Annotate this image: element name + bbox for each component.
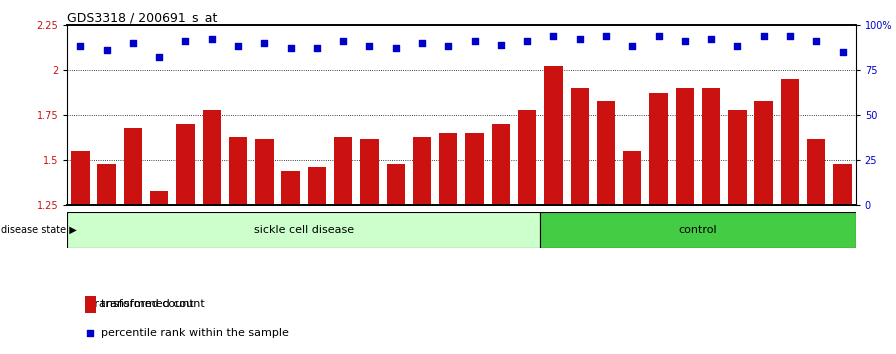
- Text: transformed count: transformed count: [101, 299, 205, 309]
- Point: [625, 44, 640, 49]
- Bar: [255, 138, 273, 354]
- Point: [730, 44, 745, 49]
- Point: [835, 49, 849, 55]
- Point: [389, 45, 403, 51]
- Text: control: control: [678, 225, 718, 235]
- Point: [441, 44, 455, 49]
- Point: [231, 44, 246, 49]
- Point: [415, 40, 429, 46]
- Bar: [540, 212, 856, 248]
- Bar: [518, 110, 537, 354]
- Point: [283, 45, 297, 51]
- Bar: [281, 171, 300, 354]
- Bar: [439, 133, 458, 354]
- Bar: [150, 191, 168, 354]
- Bar: [334, 137, 352, 354]
- Bar: [544, 66, 563, 354]
- Point: [204, 36, 219, 42]
- Bar: [360, 138, 379, 354]
- Bar: [780, 79, 799, 354]
- Bar: [676, 88, 694, 354]
- Bar: [98, 164, 116, 354]
- Point: [756, 33, 771, 39]
- Bar: [202, 110, 221, 354]
- Bar: [492, 124, 510, 354]
- Point: [362, 44, 376, 49]
- Bar: [85, 296, 96, 313]
- Point: [520, 38, 534, 44]
- Bar: [623, 151, 642, 354]
- Point: [73, 44, 88, 49]
- Bar: [124, 128, 142, 354]
- Point: [651, 33, 666, 39]
- Point: [547, 33, 561, 39]
- Point: [704, 36, 719, 42]
- Point: [257, 40, 271, 46]
- Bar: [728, 110, 746, 354]
- Point: [310, 45, 324, 51]
- Point: [677, 38, 692, 44]
- Point: [336, 38, 350, 44]
- Text: percentile rank within the sample: percentile rank within the sample: [101, 328, 289, 338]
- Text: GDS3318 / 200691_s_at: GDS3318 / 200691_s_at: [67, 11, 218, 24]
- Bar: [571, 88, 589, 354]
- Bar: [413, 137, 431, 354]
- Bar: [71, 151, 90, 354]
- Bar: [650, 93, 668, 354]
- Point: [468, 38, 482, 44]
- Text: sickle cell disease: sickle cell disease: [254, 225, 354, 235]
- Bar: [702, 88, 720, 354]
- Point: [178, 38, 193, 44]
- Bar: [228, 137, 247, 354]
- Point: [99, 47, 114, 53]
- Point: [809, 38, 823, 44]
- Point: [783, 33, 797, 39]
- Bar: [754, 101, 773, 354]
- Point: [599, 33, 613, 39]
- Text: disease state ▶: disease state ▶: [1, 225, 77, 235]
- Bar: [386, 164, 405, 354]
- Point: [494, 42, 508, 47]
- Bar: [67, 212, 540, 248]
- Bar: [807, 138, 825, 354]
- Point: [573, 36, 587, 42]
- Bar: [597, 101, 616, 354]
- Point: [83, 330, 98, 336]
- Bar: [307, 167, 326, 354]
- Text: transformed count: transformed count: [90, 299, 194, 309]
- Bar: [177, 124, 194, 354]
- Point: [125, 40, 140, 46]
- Bar: [465, 133, 484, 354]
- Bar: [833, 164, 852, 354]
- Point: [152, 55, 167, 60]
